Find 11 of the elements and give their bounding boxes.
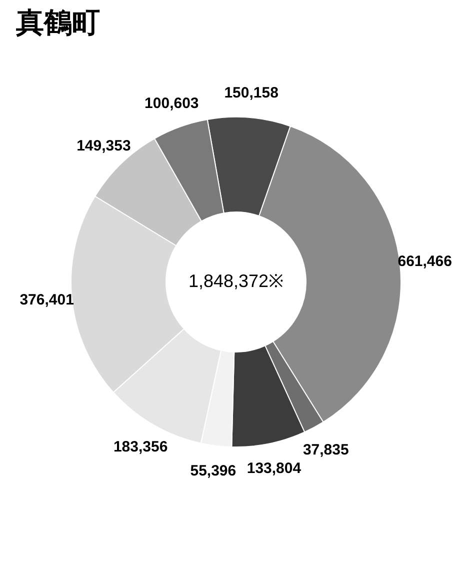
text: 1,848,372※ xyxy=(188,271,284,291)
data-label: 100,603 xyxy=(144,95,199,112)
data-label: 183,356 xyxy=(113,438,168,456)
chart-title: 真鶴町 xyxy=(15,6,100,39)
data-label: 661,466 xyxy=(398,253,452,270)
data-label: 133,804 xyxy=(246,460,302,478)
data-label: 37,835 xyxy=(302,441,349,458)
data-label: 150,158 xyxy=(224,84,278,102)
data-label: 149,353 xyxy=(76,138,131,155)
data-label: 55,396 xyxy=(190,462,236,480)
data-label: 376,401 xyxy=(20,292,74,309)
